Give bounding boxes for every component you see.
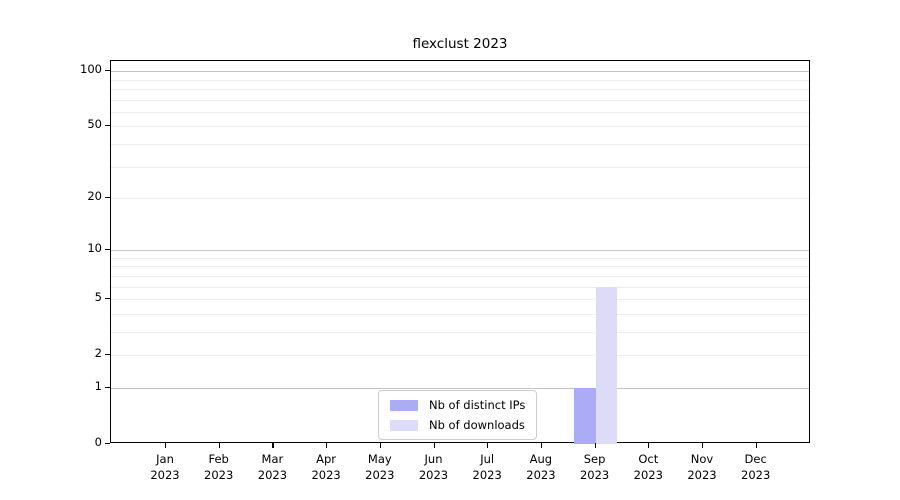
gridline-y-9: [111, 257, 809, 259]
gridline-y-80: [111, 88, 809, 90]
gridline-y-70: [111, 99, 809, 101]
bar-distinct-ips-sep: [574, 387, 596, 444]
legend-item-downloads: Nb of downloads: [390, 418, 525, 432]
x-tick-label-nov: Nov 2023: [687, 452, 717, 482]
gridline-y-6: [111, 286, 809, 288]
y-tick-label-1: 1: [94, 378, 102, 393]
y-tick-100: [105, 70, 110, 72]
gridline-y-7: [111, 275, 809, 277]
y-tick-50: [105, 125, 110, 127]
y-tick-label-2: 2: [94, 346, 102, 361]
y-tick-label-100: 100: [80, 62, 102, 77]
gridline-y-8: [111, 266, 809, 268]
x-tick-label-jun: Jun 2023: [418, 452, 449, 482]
gridline-y-2: [111, 355, 809, 357]
x-tick-dec: [755, 443, 757, 448]
x-tick-label-sep: Sep 2023: [579, 452, 610, 482]
x-tick-label-feb: Feb 2023: [204, 452, 234, 482]
y-tick-5: [105, 298, 110, 300]
x-tick-may: [379, 443, 381, 448]
legend: Nb of distinct IPs Nb of downloads: [378, 390, 538, 440]
gridline-y-1: [111, 387, 809, 389]
bar-downloads-sep: [595, 286, 618, 444]
y-tick-0: [105, 443, 110, 445]
x-tick-label-mar: Mar 2023: [257, 452, 288, 482]
legend-swatch-downloads-icon: [390, 419, 418, 431]
x-tick-sep: [594, 443, 596, 448]
x-tick-label-may: May 2023: [365, 452, 395, 482]
gridline-y-60: [111, 111, 809, 113]
y-tick-label-5: 5: [94, 290, 102, 305]
x-tick-jul: [487, 443, 489, 448]
gridline-y-5: [111, 299, 809, 301]
x-tick-feb: [218, 443, 220, 448]
x-tick-jan: [165, 443, 167, 448]
gridline-y-100: [111, 71, 809, 73]
x-tick-label-dec: Dec 2023: [741, 452, 771, 482]
gridline-y-4: [111, 313, 809, 315]
y-tick-label-50: 50: [87, 117, 102, 132]
x-tick-label-aug: Aug 2023: [526, 452, 556, 482]
legend-item-distinct-ips: Nb of distinct IPs: [390, 398, 525, 412]
legend-swatch-distinct-ips-icon: [390, 399, 418, 411]
gridline-y-3: [111, 331, 809, 333]
chart-title: flexclust 2023: [412, 36, 508, 52]
gridline-y-10: [111, 250, 809, 252]
y-tick-10: [105, 249, 110, 251]
gridline-y-90: [111, 79, 809, 81]
x-tick-mar: [272, 443, 274, 448]
x-tick-nov: [702, 443, 704, 448]
y-tick-label-20: 20: [87, 189, 102, 203]
y-tick-1: [105, 386, 110, 389]
y-tick-2: [105, 354, 110, 356]
x-tick-label-jan: Jan 2023: [150, 452, 180, 482]
gridline-y-40: [111, 143, 809, 145]
x-tick-oct: [648, 443, 650, 448]
y-tick-20: [105, 197, 110, 199]
gridline-y-20: [111, 198, 809, 199]
plot-area: Nb of distinct IPs Nb of downloads: [110, 60, 810, 444]
gridline-y-50: [111, 126, 809, 128]
y-tick-label-0: 0: [94, 435, 102, 449]
x-tick-label-jul: Jul 2023: [472, 452, 502, 482]
legend-label-distinct-ips: Nb of distinct IPs: [429, 398, 526, 412]
gridline-y-30: [111, 166, 809, 168]
y-tick-label-10: 10: [87, 241, 102, 256]
x-tick-aug: [540, 443, 543, 448]
x-tick-jun: [433, 443, 435, 448]
x-tick-label-oct: Oct 2023: [633, 452, 663, 482]
x-tick-apr: [326, 443, 328, 448]
legend-label-downloads: Nb of downloads: [429, 418, 525, 432]
x-tick-label-apr: Apr 2023: [311, 452, 341, 482]
